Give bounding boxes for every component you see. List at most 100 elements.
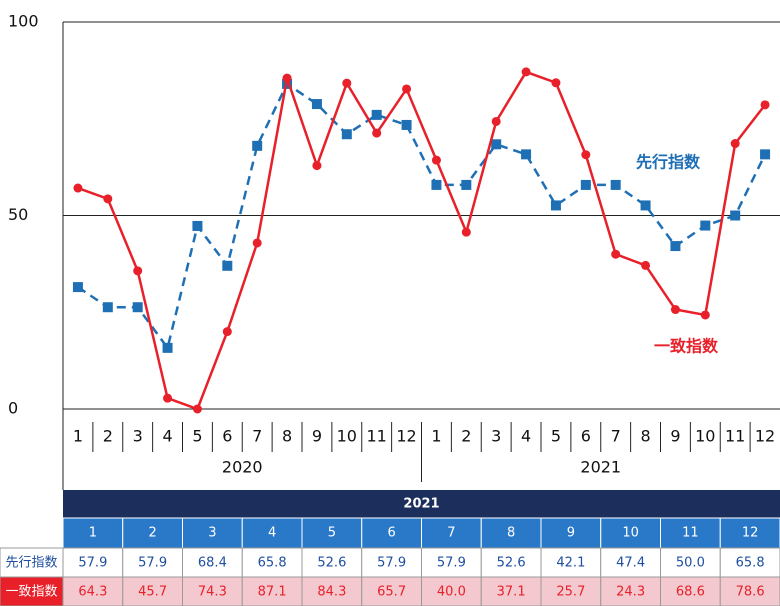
marker [282, 73, 292, 83]
x-tick-label: 2 [461, 427, 471, 446]
marker [431, 179, 442, 190]
marker [222, 327, 232, 337]
cell-bg [62, 547, 124, 578]
marker [401, 119, 412, 130]
marker [760, 149, 771, 160]
marker [670, 241, 681, 252]
cell: 45.7 [138, 585, 167, 600]
cell: 52.6 [317, 556, 346, 571]
column-header: 3 [208, 526, 216, 541]
series-line [77, 82, 767, 351]
column-header-bg [480, 517, 542, 549]
x-tick-label: 6 [581, 427, 591, 446]
cell: 24.3 [616, 585, 645, 600]
x-tick-label: 10 [695, 427, 715, 446]
row-label: 先行指数 [5, 556, 57, 571]
marker [312, 161, 322, 171]
marker [730, 139, 740, 149]
cell-bg [301, 547, 363, 578]
cell-bg [540, 576, 602, 606]
marker [342, 78, 352, 88]
cell: 87.1 [258, 585, 287, 600]
x-tick-label: 5 [192, 427, 202, 446]
marker [610, 179, 621, 190]
x-tick-label: 4 [521, 427, 531, 446]
marker [461, 227, 471, 237]
x-tick-label: 4 [162, 427, 172, 446]
marker [252, 140, 263, 151]
cell: 57.9 [437, 556, 466, 571]
cell: 47.4 [616, 556, 645, 571]
table-header-bg [63, 490, 780, 518]
cell: 64.3 [78, 585, 107, 600]
table-header: 2021 [403, 497, 439, 512]
cell-bg [540, 547, 602, 578]
x-tick-label: 9 [670, 427, 680, 446]
marker [461, 179, 472, 190]
column-header-bg [301, 517, 363, 549]
cell: 50.0 [676, 556, 705, 571]
marker [192, 404, 202, 414]
cell: 42.1 [556, 556, 585, 571]
x-tick-label: 9 [312, 427, 322, 446]
x-tick-label: 7 [611, 427, 621, 446]
marker [670, 305, 680, 315]
x-tick-label: 12 [755, 427, 775, 446]
cell: 65.8 [736, 556, 765, 571]
cell: 37.1 [497, 585, 526, 600]
marker [491, 139, 502, 150]
column-header: 7 [447, 526, 455, 541]
cell-bg [600, 547, 661, 578]
y-tick-label: 50 [8, 205, 28, 224]
x-group-label: 2020 [222, 458, 263, 477]
cell: 84.3 [317, 585, 346, 600]
column-header: 2 [148, 526, 156, 541]
marker [103, 194, 113, 204]
x-tick-label: 8 [640, 427, 650, 446]
cell: 40.0 [437, 585, 466, 600]
column-header: 6 [387, 526, 395, 541]
marker [163, 393, 173, 403]
x-tick-label: 8 [282, 427, 292, 446]
x-tick-label: 7 [252, 427, 262, 446]
marker [580, 179, 591, 190]
cell: 57.9 [138, 556, 167, 571]
cell-bg [182, 547, 243, 578]
marker [102, 302, 113, 313]
row-label-bg [0, 576, 64, 606]
marker [700, 220, 711, 231]
column-header-bg [540, 517, 602, 549]
cell: 68.4 [198, 556, 227, 571]
cell-bg [719, 576, 780, 606]
cell: 57.9 [377, 556, 406, 571]
cell-bg [241, 547, 303, 578]
marker [402, 84, 412, 94]
cell: 25.7 [556, 585, 585, 600]
x-tick-label: 11 [367, 427, 387, 446]
marker [133, 266, 143, 276]
marker [730, 210, 741, 221]
column-header: 8 [507, 526, 515, 541]
x-tick-label: 2 [103, 427, 113, 446]
cell: 74.3 [198, 585, 227, 600]
column-header: 5 [328, 526, 336, 541]
marker [581, 150, 591, 160]
series-label: 先行指数 [636, 153, 701, 172]
cell-bg [660, 547, 721, 578]
marker [162, 342, 173, 353]
marker [551, 78, 561, 88]
cell: 57.9 [78, 556, 107, 571]
x-tick-label: 3 [133, 427, 143, 446]
cell: 65.8 [258, 556, 287, 571]
column-header: 10 [622, 526, 639, 541]
marker [611, 249, 621, 259]
marker [640, 200, 651, 211]
x-tick-label: 10 [337, 427, 357, 446]
column-header: 11 [682, 526, 699, 541]
marker [550, 200, 561, 211]
cell: 68.6 [676, 585, 705, 600]
marker [372, 128, 382, 138]
